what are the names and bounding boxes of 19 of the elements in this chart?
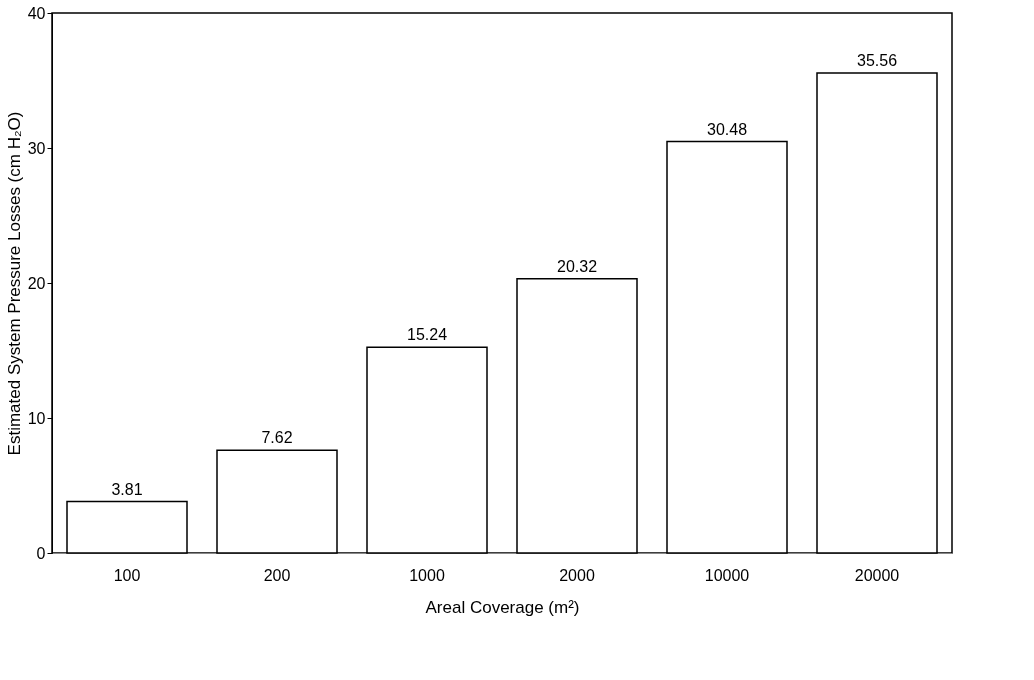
x-tick-label: 100 [113, 566, 141, 584]
data-label: 7.62 [261, 429, 293, 447]
y-tick-label: 40 [27, 4, 46, 22]
data-label: 35.56 [856, 51, 898, 69]
y-axis-title: Estimated System Pressure Losses (cm H₂O) [4, 111, 24, 456]
x-tick-label: 20000 [854, 566, 900, 584]
x-tick-label: 200 [263, 566, 291, 584]
data-label: 3.81 [111, 480, 143, 498]
y-tick-label: 30 [27, 139, 46, 157]
y-tick-label: 0 [36, 544, 46, 562]
data-label: 30.48 [706, 120, 748, 138]
x-tick-label: 10000 [704, 566, 750, 584]
data-label: 15.24 [406, 326, 448, 344]
y-tick-label: 20 [27, 274, 46, 292]
x-axis-title: Areal Coverage (m²) [425, 597, 580, 617]
y-tick-label: 10 [27, 409, 46, 427]
data-label: 20.32 [556, 257, 598, 275]
x-tick-label: 1000 [409, 566, 445, 584]
x-tick-label: 2000 [559, 566, 595, 584]
